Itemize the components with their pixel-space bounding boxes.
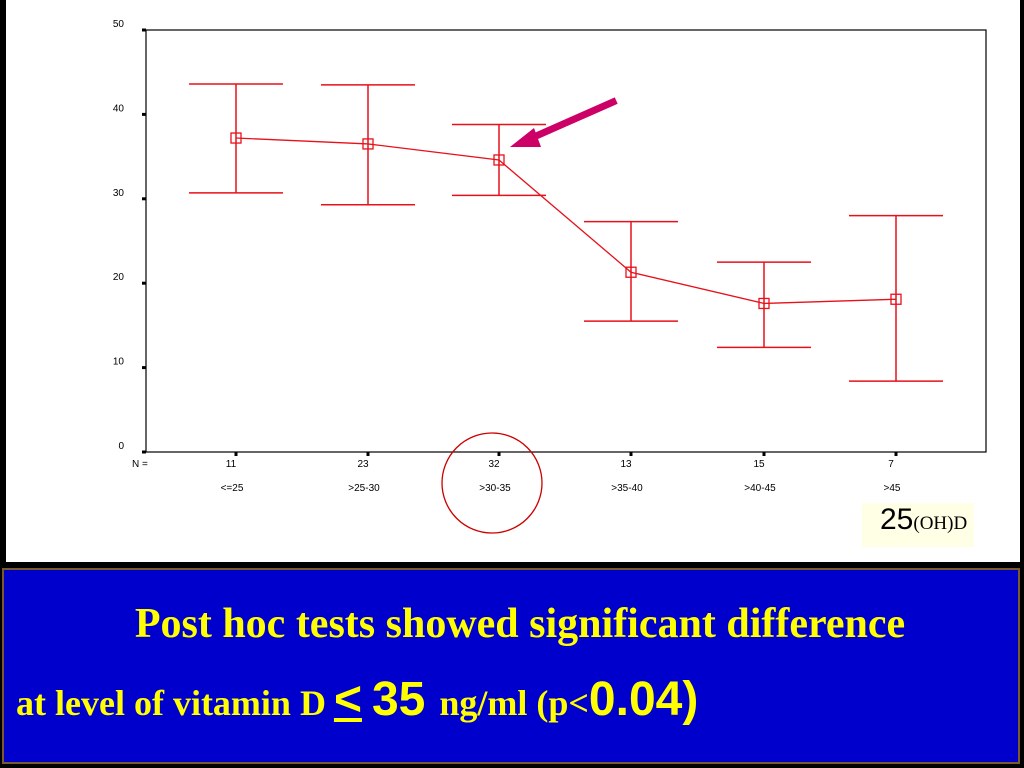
mean-marker xyxy=(362,138,374,150)
y-tick-label: 40 xyxy=(113,103,125,114)
n-value-label: 23 xyxy=(357,459,369,470)
caption-p-value: 0.04) xyxy=(588,673,699,726)
n-value-label: 15 xyxy=(753,459,765,470)
mean-marker xyxy=(493,154,505,166)
highlight-circle xyxy=(441,432,543,534)
n-prefix-label: N = xyxy=(132,459,148,470)
caption-unit: ng/ml (p< xyxy=(439,683,589,723)
annotation-arrow-shaft xyxy=(522,97,618,145)
mean-marker xyxy=(758,297,770,310)
category-label: >40-45 xyxy=(744,483,776,494)
unit-label-box xyxy=(862,503,974,547)
y-tick-label: 30 xyxy=(113,188,125,199)
error-bar-chart: 0 10 20 30 40 50 N = 11 23 32 13 15 7 <=25 >25-30 >30-3… xyxy=(113,19,987,534)
annotation-arrow-head xyxy=(510,128,541,147)
n-value-label: 11 xyxy=(226,459,237,470)
y-tick-label: 0 xyxy=(118,441,124,452)
mean-marker xyxy=(230,132,242,144)
unit-label: 25(OH)D xyxy=(880,503,967,537)
chart-panel xyxy=(6,0,1020,562)
mean-line xyxy=(235,137,897,305)
category-label: >30-35 xyxy=(479,483,511,494)
n-value-label: 13 xyxy=(620,459,632,470)
plot-frame xyxy=(145,29,987,453)
y-tick-label: 20 xyxy=(113,272,125,283)
n-value-label: 32 xyxy=(488,459,500,470)
category-label: >25-30 xyxy=(348,483,380,494)
caption-box xyxy=(2,568,1020,764)
category-label: >35-40 xyxy=(611,483,643,494)
caption-prefix: at level of vitamin D xyxy=(16,683,326,723)
category-label: <=25 xyxy=(221,483,244,494)
caption-line-1: Post hoc tests showed significant differ… xyxy=(134,601,906,647)
y-tick-label: 50 xyxy=(113,19,125,30)
caption-le-sign: < xyxy=(333,673,362,726)
caption-line-2: at level of vitamin D <35 ng/ml (p<0.04) xyxy=(16,672,1016,727)
category-label: >45 xyxy=(884,483,901,494)
mean-marker xyxy=(890,293,902,305)
caption-threshold: 35 xyxy=(371,673,426,726)
mean-marker xyxy=(625,266,637,278)
y-tick-label: 10 xyxy=(113,357,125,368)
n-value-label: 7 xyxy=(888,459,894,470)
unit-suffix: (OH)D xyxy=(913,513,968,534)
unit-number: 25 xyxy=(880,503,914,536)
